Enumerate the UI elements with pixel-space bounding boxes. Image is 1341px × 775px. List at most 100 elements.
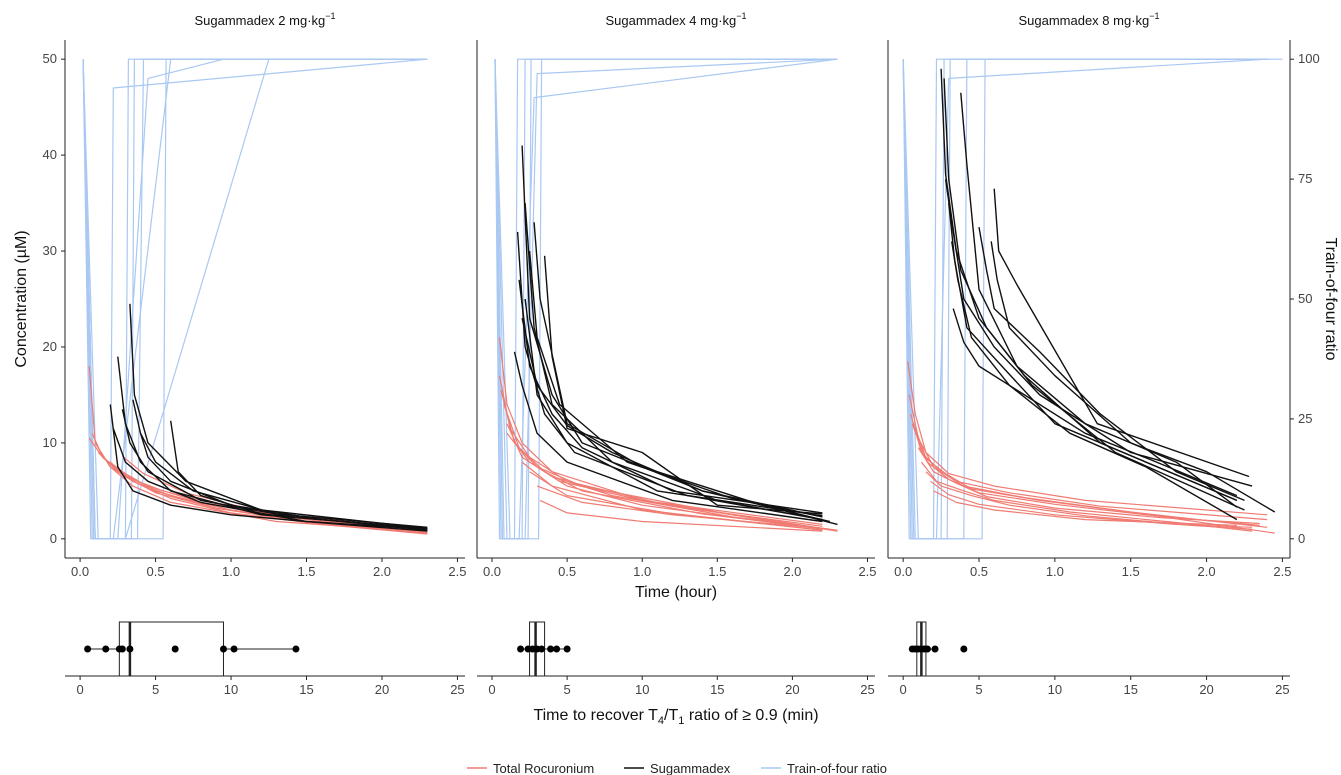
- series-line-sugammadex: [960, 92, 1238, 508]
- panel-title-text: Sugammadex 4 mg·kg: [605, 13, 736, 28]
- x-axis-title-box-sub1: 1: [678, 715, 684, 727]
- series-line-tof: [902, 58, 1283, 540]
- series-line-sugammadex: [518, 279, 823, 514]
- y-tick-label-left: 0: [50, 531, 57, 546]
- x-tick-label: 2.0: [783, 564, 801, 579]
- box-x-tick-label: 25: [450, 682, 464, 697]
- x-tick-label: 2.5: [1273, 564, 1291, 579]
- box-point: [517, 645, 525, 653]
- series-line-tof: [902, 58, 1268, 540]
- legend-label-rocuronium: Total Rocuronium: [493, 761, 594, 775]
- panel-title-sup: −1: [1149, 11, 1159, 21]
- box-point: [547, 645, 555, 653]
- y-tick-label-right: 100: [1298, 51, 1320, 66]
- box-point: [219, 645, 227, 653]
- box-point: [292, 645, 300, 653]
- box-x-tick-label: 0: [76, 682, 83, 697]
- x-axis-title-box-mid: /T: [664, 707, 678, 724]
- series-line-sugammadex: [543, 255, 823, 515]
- y-tick-label-left: 30: [43, 243, 57, 258]
- panel-title-sup: −1: [325, 11, 335, 21]
- panel-3: Sugammadex 8 mg·kg−1 0.0 0.5 1.0 1.5 2.0 2.5 0 2…: [887, 11, 1320, 697]
- series-line-sugammadex: [112, 428, 428, 532]
- x-tick-label: 0.0: [71, 564, 89, 579]
- panel-title-sup: −1: [736, 11, 746, 21]
- y-tick-label-left: 10: [43, 435, 57, 450]
- x-tick-label: 0.5: [558, 564, 576, 579]
- y-tick-label-left: 50: [43, 51, 57, 66]
- x-axis-title-box: Time to recover T4/T1 ratio of ≥ 0.9 (mi…: [533, 707, 818, 727]
- panel-title-text: Sugammadex 2 mg·kg: [194, 13, 325, 28]
- x-tick-label: 1.0: [633, 564, 651, 579]
- series-line-sugammadex: [944, 179, 1253, 487]
- x-tick-label: 2.5: [448, 564, 466, 579]
- box-x-tick-label: 10: [1048, 682, 1062, 697]
- box-x-tick-label: 5: [152, 682, 159, 697]
- series-line-sugammadex: [940, 68, 1238, 502]
- x-axis-title-main: Time (hour): [635, 584, 717, 601]
- box-x-tick-label: 10: [224, 682, 238, 697]
- box-point: [102, 645, 110, 653]
- x-tick-label: 1.5: [708, 564, 726, 579]
- x-tick-label: 0.0: [483, 564, 501, 579]
- box-x-tick-label: 20: [785, 682, 799, 697]
- y-tick-label-left: 40: [43, 147, 57, 162]
- x-tick-label: 1.5: [1122, 564, 1140, 579]
- box-point: [923, 645, 931, 653]
- x-tick-label: 0.5: [147, 564, 165, 579]
- series-line-rocuronium: [930, 480, 1253, 528]
- x-tick-label: 2.0: [1198, 564, 1216, 579]
- panels-layer: Sugammadex 2 mg·kg−10.0 0.5 1.0 1.5 2.0 2.501…: [43, 11, 1320, 697]
- series-line-rocuronium: [498, 337, 823, 525]
- box-x-tick-label: 25: [1275, 682, 1289, 697]
- box-x-tick-label: 5: [975, 682, 982, 697]
- box-point: [230, 645, 238, 653]
- box-x-tick-label: 10: [635, 682, 649, 697]
- y-tick-label-right: 75: [1298, 171, 1312, 186]
- series-line-tof: [494, 58, 838, 540]
- series-line-sugammadex: [952, 308, 1238, 497]
- x-tick-label: 1.5: [297, 564, 315, 579]
- series-line-tof: [902, 58, 1268, 540]
- panel-title: Sugammadex 4 mg·kg−1: [605, 11, 746, 28]
- series-line-rocuronium: [94, 442, 428, 535]
- box-x-tick-label: 0: [900, 682, 907, 697]
- panel-1: Sugammadex 2 mg·kg−1 0.0 0.5 1.0 1.5 2.0 2.5 0 1…: [43, 11, 467, 697]
- series-line-sugammadex: [524, 203, 823, 521]
- panel-title-text: Sugammadex 8 mg·kg: [1018, 13, 1149, 28]
- y-tick-label-right: 25: [1298, 411, 1312, 426]
- series-line-sugammadex: [524, 298, 823, 517]
- box-point: [84, 645, 92, 653]
- series-line-tof: [902, 58, 1268, 540]
- series-line-rocuronium: [933, 490, 1237, 526]
- series-line-rocuronium: [506, 432, 838, 532]
- box-point: [931, 645, 939, 653]
- series-line-sugammadex: [521, 145, 823, 518]
- box-point: [538, 645, 546, 653]
- x-tick-label: 2.0: [373, 564, 391, 579]
- series-line-sugammadex: [993, 188, 1250, 478]
- series-line-rocuronium: [917, 447, 1260, 525]
- box-x-tick-label: 5: [563, 682, 570, 697]
- box-x-tick-label: 25: [860, 682, 874, 697]
- y-tick-label-right: 50: [1298, 291, 1312, 306]
- box-point: [960, 645, 968, 653]
- box-point: [126, 645, 134, 653]
- x-tick-label: 0.5: [970, 564, 988, 579]
- series-line-sugammadex: [990, 241, 1276, 513]
- box-point: [118, 645, 126, 653]
- legend: Total Rocuronium Sugammadex Train-of-fou…: [467, 761, 887, 775]
- x-tick-label: 1.0: [1046, 564, 1064, 579]
- panel-2: Sugammadex 4 mg·kg−1 0.0 0.5 1.0 1.5 2.0 2.5 0 5…: [476, 11, 877, 697]
- series-line-sugammadex: [513, 351, 823, 523]
- series-line-tof: [902, 58, 1268, 540]
- legend-label-tof: Train-of-four ratio: [787, 761, 887, 775]
- x-axis-title-box-sub4: 4: [658, 715, 664, 727]
- box-x-tick-label: 20: [1199, 682, 1213, 697]
- x-tick-label: 0.0: [894, 564, 912, 579]
- panel-title: Sugammadex 2 mg·kg−1: [194, 11, 335, 28]
- box-x-tick-label: 15: [299, 682, 313, 697]
- series-line-sugammadex: [943, 78, 1245, 511]
- series-line-tof: [494, 58, 838, 540]
- x-tick-label: 2.5: [858, 564, 876, 579]
